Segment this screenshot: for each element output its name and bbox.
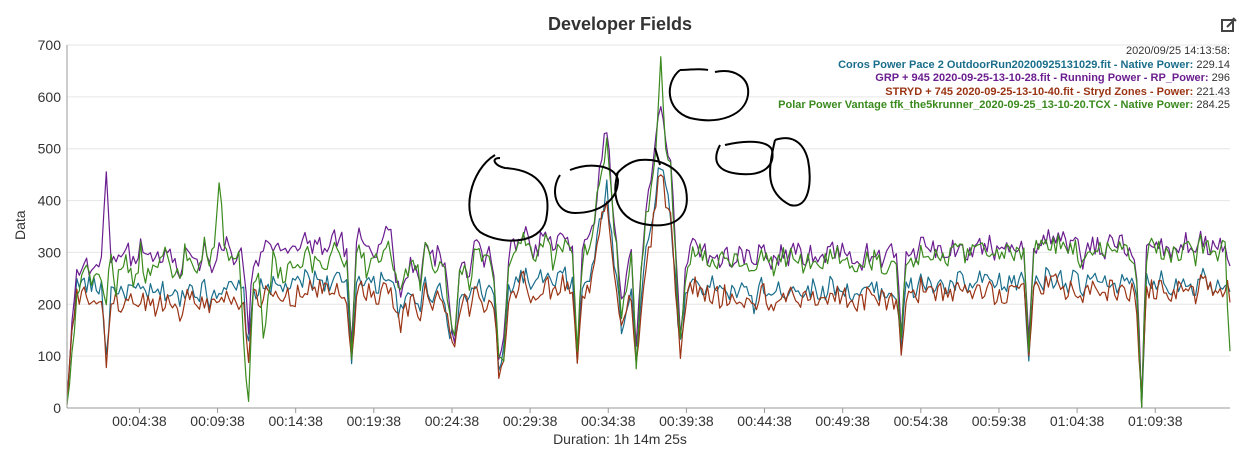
annotation-circle xyxy=(715,140,774,176)
chart-title: Developer Fields xyxy=(547,14,693,34)
handwritten-annotations xyxy=(468,68,811,242)
axes: 0 100 200 300 400 500 600 700 00:04:38 00:09:38 00… xyxy=(38,37,1230,429)
legend: 2020/09/25 14:13:58: Coros Power Pace 2 … xyxy=(760,45,1230,113)
x-tick-label: 00:54:38 xyxy=(894,413,949,429)
legend-item: Coros Power Pace 2 OutdoorRun20200925131… xyxy=(838,58,1230,71)
y-tick-label: 300 xyxy=(38,244,62,260)
annotation-circle xyxy=(769,137,811,207)
series-line-0 xyxy=(66,167,1231,408)
x-tick-label: 00:09:38 xyxy=(190,413,245,429)
x-tick-label: 00:24:38 xyxy=(425,413,480,429)
legend-item: GRP + 945 2020-09-25-13-10-28.fit - Runn… xyxy=(875,72,1230,84)
legend-timestamp: 2020/09/25 14:13:58: xyxy=(1126,45,1230,57)
series-line-1 xyxy=(66,105,1231,408)
y-tick-label: 100 xyxy=(38,348,62,364)
x-tick-label: 00:49:38 xyxy=(815,413,870,429)
x-tick-label: 01:09:38 xyxy=(1128,413,1183,429)
y-tick-label: 600 xyxy=(38,89,62,105)
y-tick-label: 700 xyxy=(38,37,62,53)
x-tick-label: 00:44:38 xyxy=(737,413,792,429)
annotation-circle xyxy=(668,68,750,122)
annotation-circle xyxy=(554,164,620,215)
x-tick-label: 00:04:38 xyxy=(112,413,167,429)
series-line-3 xyxy=(66,56,1231,409)
x-tick-label: 00:14:38 xyxy=(268,413,323,429)
legend-item: STRYD + 745 2020-09-25-13-10-40.fit - St… xyxy=(885,85,1230,98)
x-axis-label: Duration: 1h 14m 25s xyxy=(553,431,687,447)
x-tick-label: 01:04:38 xyxy=(1050,413,1105,429)
x-tick-label: 00:39:38 xyxy=(659,413,714,429)
x-tick-label: 00:34:38 xyxy=(581,413,636,429)
annotation-circle xyxy=(468,154,549,242)
edit-icon[interactable] xyxy=(1220,16,1238,34)
legend-item: Polar Power Vantage tfk_the5krunner_2020… xyxy=(778,99,1230,111)
y-tick-label: 500 xyxy=(38,141,62,157)
y-tick-label: 400 xyxy=(38,193,62,209)
x-tick-label: 00:29:38 xyxy=(503,413,558,429)
y-tick-label: 0 xyxy=(53,400,61,416)
y-tick-label: 200 xyxy=(38,296,62,312)
series-lines xyxy=(66,56,1231,409)
x-tick-label: 00:19:38 xyxy=(347,413,402,429)
annotation-circle xyxy=(614,147,688,227)
y-axis-label: Data xyxy=(12,210,28,240)
x-tick-label: 00:59:38 xyxy=(972,413,1027,429)
